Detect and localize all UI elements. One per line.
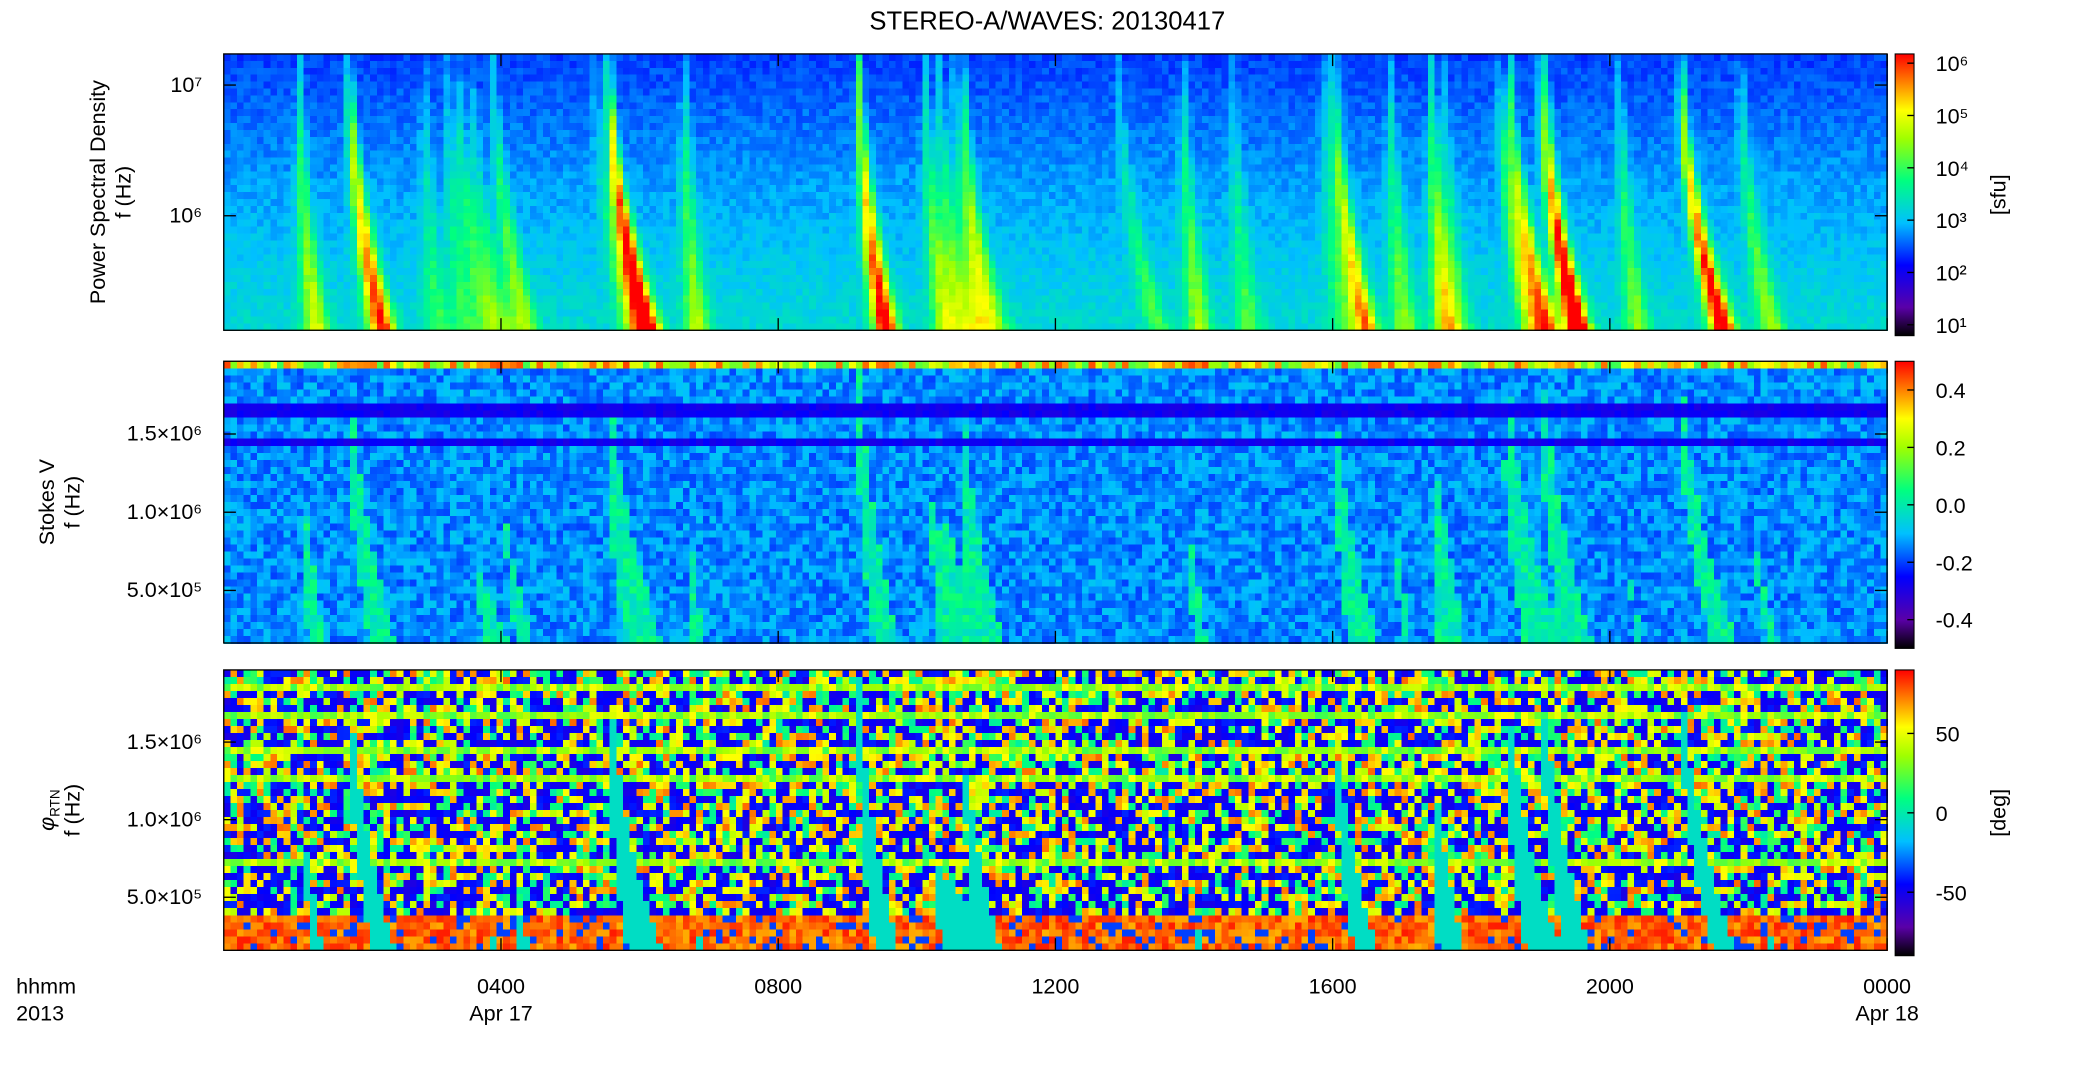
colorbar-label: [deg] <box>1986 789 2011 837</box>
y-tick-label: 1.5×10⁶ <box>127 729 202 754</box>
colorbar-tick-label: 0.2 <box>1936 435 1966 460</box>
y-axis-label-text: φ <box>34 817 59 831</box>
colorbar <box>1895 54 1914 336</box>
x-axis-label: hhmm <box>16 973 76 998</box>
colorbar-tick-label: -0.2 <box>1936 550 1973 575</box>
y-tick-label: 1.0×10⁶ <box>127 806 202 831</box>
y-axis-label: φRTN <box>34 789 62 831</box>
y-axis-label: Stokes V <box>34 458 59 545</box>
colorbar-label: [sfu] <box>1986 174 2011 215</box>
x-tick-label: 1600 <box>1309 973 1357 998</box>
x-tick-label: 0400 <box>477 973 525 998</box>
colorbar-tick-label: 10⁶ <box>1936 51 1969 76</box>
spectrogram <box>224 670 1888 951</box>
colorbar-tick-label: 10⁵ <box>1936 104 1969 129</box>
spectrogram <box>224 361 1888 644</box>
y-tick-label: 10⁶ <box>169 202 202 227</box>
colorbar-tick-label: 0 <box>1936 801 1948 826</box>
y-tick-label: 1.0×10⁶ <box>127 499 202 524</box>
y-axis-label: f (Hz) <box>60 784 85 837</box>
x-date-label: Apr 18 <box>1855 1000 1919 1025</box>
colorbar-tick-label: 10² <box>1936 261 1967 286</box>
colorbar-tick-label: -0.4 <box>1936 608 1973 633</box>
y-axis-label-text: Power Spectral Density <box>85 80 110 304</box>
y-axis-label: f (Hz) <box>60 476 85 529</box>
y-tick-label: 5.0×10⁵ <box>127 884 202 909</box>
y-tick-label: 5.0×10⁵ <box>127 577 202 602</box>
colorbar-tick-label: -50 <box>1936 880 1967 905</box>
x-tick-label: 2000 <box>1586 973 1634 998</box>
chart-title: STEREO-A/WAVES: 20130417 <box>869 8 1225 36</box>
colorbar-tick-label: 10¹ <box>1936 313 1967 338</box>
spectrogram <box>224 54 1888 331</box>
colorbar-tick-label: 10⁴ <box>1936 156 1969 181</box>
x-date-label: Apr 17 <box>469 1000 532 1025</box>
colorbar-tick-label: 0.4 <box>1936 378 1966 403</box>
x-tick-label: 0000 <box>1863 973 1911 998</box>
x-tick-label: 1200 <box>1031 973 1079 998</box>
colorbar-tick-label: 10³ <box>1936 208 1967 233</box>
x-axis-label: 2013 <box>16 1000 64 1025</box>
y-tick-label: 10⁷ <box>170 72 202 97</box>
x-tick-label: 0800 <box>754 973 802 998</box>
y-axis-label: Power Spectral Density <box>85 80 110 304</box>
y-axis-label-text: Stokes V <box>34 458 59 545</box>
y-tick-label: 1.5×10⁶ <box>127 421 202 446</box>
colorbar-tick-label: 0.0 <box>1936 493 1966 518</box>
colorbar-tick-label: 50 <box>1936 722 1960 747</box>
y-axis-label: f (Hz) <box>111 166 136 219</box>
